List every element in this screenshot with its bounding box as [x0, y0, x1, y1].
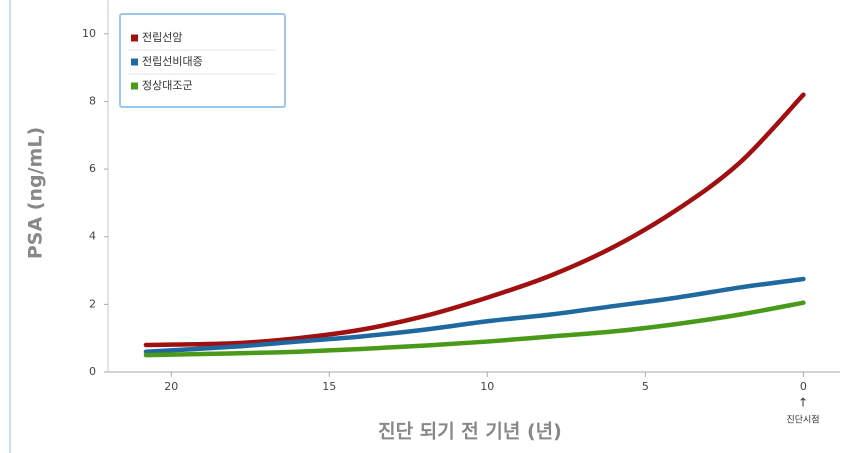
y-tick-label: 8 [89, 94, 96, 107]
annotation: 진단시점 [786, 414, 819, 426]
x-tick-label: 10 [480, 380, 494, 393]
x-tick-label: 5 [642, 380, 649, 393]
line-series [143, 276, 806, 354]
y-tick-label: 10 [82, 27, 96, 40]
y-tick-label: 6 [89, 162, 96, 175]
x-tick-label: 0 [800, 380, 807, 393]
legend-swatch [131, 82, 138, 90]
line-series [143, 92, 806, 348]
legend-swatch [131, 58, 138, 66]
y-tick-label: 0 [89, 365, 96, 378]
x-tick-label: 15 [322, 380, 336, 393]
legend-box [119, 13, 286, 108]
x-axis-label: 진단 되기 전 기년 (년) [378, 421, 562, 443]
line-series [143, 300, 806, 358]
legend-label: 전립선암 [142, 31, 182, 44]
y-axis-label: PSA (ng/mL) [25, 127, 47, 259]
annotation-arrow: ↑ [798, 396, 808, 410]
legend-swatch [131, 34, 138, 42]
legend-label: 전립선비대증 [142, 55, 203, 68]
legend-label: 정상대조군 [142, 79, 193, 92]
y-tick-label: 4 [89, 230, 96, 243]
y-tick-label: 2 [89, 297, 96, 310]
x-tick-label: 20 [164, 380, 178, 393]
